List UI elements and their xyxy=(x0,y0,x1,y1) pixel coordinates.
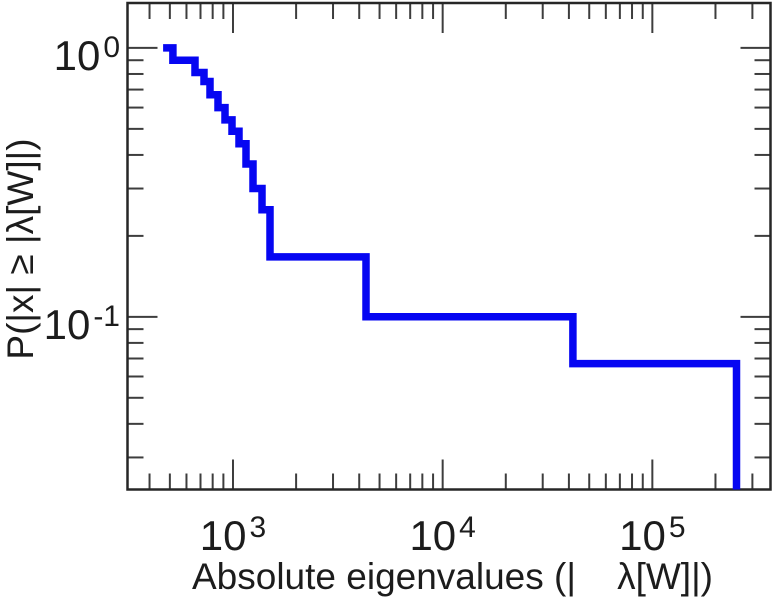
y-axis-label: P(|x| ≥ |λ[W]|) xyxy=(0,138,41,360)
plot-frame xyxy=(126,1,772,491)
x-tick-label-1e5-base: 10 xyxy=(619,512,666,559)
y-tick-label-1e-1-exponent: -1 xyxy=(93,299,120,333)
x-tick-label-1e5: 10 5 xyxy=(582,505,722,559)
absolute-eigenvalue-ccdf-step-line xyxy=(163,44,741,490)
x-tick-label-1e4-exponent: 4 xyxy=(459,511,476,544)
x-tick-label-1e3-exponent: 3 xyxy=(249,511,267,544)
y-tick-label-1e-1: 10 -1 xyxy=(18,294,120,348)
y-tick-label-1e0: 10 0 xyxy=(18,25,120,79)
x-tick-label-1e4-base: 10 xyxy=(409,512,457,559)
y-tick-label-1e0-base: 10 xyxy=(53,31,101,79)
x-tick-label-1e4: 10 4 xyxy=(373,505,513,559)
x-tick-label-1e3-base: 10 xyxy=(199,512,247,559)
y-tick-label-1e0-exponent: 0 xyxy=(103,30,120,64)
y-tick-label-1e-1-base: 10 xyxy=(43,300,91,348)
x-axis-label: Absolute eigenvalues (| λ[W]|) xyxy=(192,556,713,597)
x-tick-label-1e3: 10 3 xyxy=(163,505,303,559)
x-tick-label-1e5-exponent: 5 xyxy=(668,511,686,544)
